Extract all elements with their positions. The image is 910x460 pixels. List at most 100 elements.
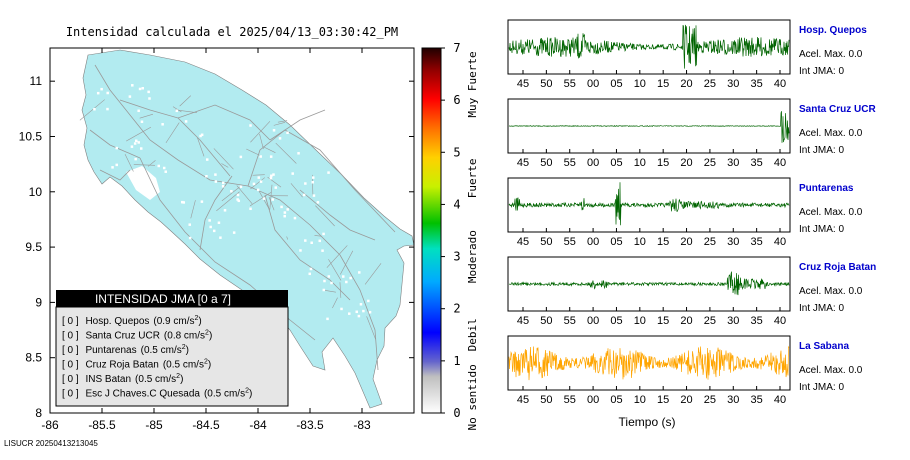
city-dot <box>236 198 239 201</box>
city-dot <box>345 280 348 284</box>
trace-x-tick-label: 30 <box>727 157 739 169</box>
trace-x-tick-label: 30 <box>727 236 739 248</box>
city-dot <box>318 239 321 243</box>
city-dot <box>111 166 114 169</box>
trace-x-tick-label: 15 <box>657 157 669 169</box>
city-dot <box>271 198 274 201</box>
footer-id: LISUCR 20250413213045 <box>4 439 98 448</box>
trace-jma-intensity: Int JMA: 0 <box>799 145 844 156</box>
city-dot <box>308 272 311 276</box>
road <box>275 142 297 164</box>
city-dot <box>164 170 167 173</box>
legend-item-accel: (0.8 cm/s <box>164 331 205 342</box>
city-dot <box>274 186 278 189</box>
road <box>323 289 336 293</box>
city-dot <box>214 173 217 176</box>
trace-waveform <box>508 182 790 226</box>
city-dot <box>115 146 118 150</box>
road <box>366 316 376 340</box>
city-dot <box>96 91 100 95</box>
map-x-tick-label: -83 <box>353 418 371 432</box>
road <box>290 183 303 198</box>
trace-jma-intensity: Int JMA: 0 <box>799 303 844 314</box>
city-dot <box>212 229 216 233</box>
road-network <box>79 64 396 371</box>
trace-station-name: Puntarenas <box>799 183 854 194</box>
city-dot <box>330 281 333 285</box>
city-dot <box>230 189 233 193</box>
trace-station-name: Cruz Roja Batan <box>799 262 876 273</box>
trace-jma-intensity: Int JMA: 0 <box>799 224 844 235</box>
map-x-tick-label: -85 <box>145 418 163 432</box>
city-dot <box>262 197 266 200</box>
legend-item-accel: (0.5 cm/s <box>135 374 176 385</box>
city-dot <box>310 241 313 245</box>
legend-item-accel: (0.5 cm/s <box>204 389 245 400</box>
trace-station-name: La Sabana <box>799 341 849 352</box>
city-dot <box>272 173 275 176</box>
road <box>250 177 266 190</box>
trace-x-tick-label: 10 <box>634 157 646 169</box>
colorbar-class-label: Fuerte <box>466 158 479 198</box>
city-dot <box>140 120 144 124</box>
city-dot <box>359 303 363 306</box>
trace-x-tick-label: 00 <box>587 157 599 169</box>
road <box>299 189 376 241</box>
city-dot <box>257 176 261 179</box>
road <box>249 191 272 207</box>
city-dot <box>93 108 96 111</box>
road <box>268 196 275 211</box>
trace-panel: 45 50 55 00 05 10 15 20 25 30 35 40 Cruz Roja Batan A… <box>507 256 876 327</box>
trace-x-tick-label: 30 <box>727 315 739 327</box>
road <box>199 175 233 251</box>
city-dot <box>147 90 150 94</box>
trace-waveform <box>508 345 790 381</box>
legend-item-sup: 2 <box>182 344 186 351</box>
trace-x-tick-label: 00 <box>587 78 599 90</box>
city-dot <box>259 180 263 183</box>
colorbar-class-label: Moderado <box>466 230 479 283</box>
city-dot <box>223 209 227 212</box>
city-dot <box>188 223 191 226</box>
legend-body <box>55 306 289 407</box>
road <box>246 148 260 156</box>
city-dot <box>239 185 243 188</box>
trace-x-tick-label: 15 <box>657 78 669 90</box>
map-y-tick-label: 11 <box>30 74 43 88</box>
city-dot <box>340 307 343 311</box>
city-dot <box>304 239 307 242</box>
road <box>340 250 354 275</box>
trace-x-tick-label: 35 <box>751 315 763 327</box>
legend-item: [ 0 ] Puntarenas (0.5 cm/s2) <box>62 344 189 356</box>
city-dot <box>326 317 329 321</box>
trace-jma-intensity: Int JMA: 0 <box>799 382 844 393</box>
trace-x-tick-label: 35 <box>751 78 763 90</box>
road <box>269 109 326 141</box>
colorbar-tick-label: 2 <box>453 302 460 316</box>
road <box>179 95 192 107</box>
city-dot <box>134 157 137 161</box>
map-frame <box>49 47 415 414</box>
city-dot <box>236 193 240 197</box>
trace-x-tick-label: 45 <box>517 394 529 406</box>
road <box>328 259 342 281</box>
map-y-tick-label: 8.5 <box>25 351 42 365</box>
city-dot <box>115 163 118 167</box>
trace-x-tick-label: 45 <box>517 315 529 327</box>
road <box>332 297 338 309</box>
road <box>250 121 271 143</box>
road <box>139 157 316 341</box>
road <box>252 174 265 176</box>
map-x-tick-label: -84.5 <box>192 418 220 432</box>
trace-x-tick-label: 55 <box>564 157 576 169</box>
legend-item-level: [ 0 ] <box>62 331 81 342</box>
city-dot <box>139 147 143 150</box>
trace-x-tick-label: 30 <box>727 78 739 90</box>
colorbar-labels: No sentido Debil Moderado Fuerte Muy Fuerte <box>466 51 479 430</box>
trace-x-tick-label: 20 <box>680 394 692 406</box>
legend-item-accel: (0.9 cm/s <box>153 316 194 327</box>
trace-panel: 45 50 55 00 05 10 15 20 25 30 35 40 Hosp. Quepos Acel… <box>507 19 867 90</box>
city-dot <box>100 87 103 91</box>
trace-x-tick-label: 25 <box>704 157 716 169</box>
city-dot <box>283 214 286 218</box>
